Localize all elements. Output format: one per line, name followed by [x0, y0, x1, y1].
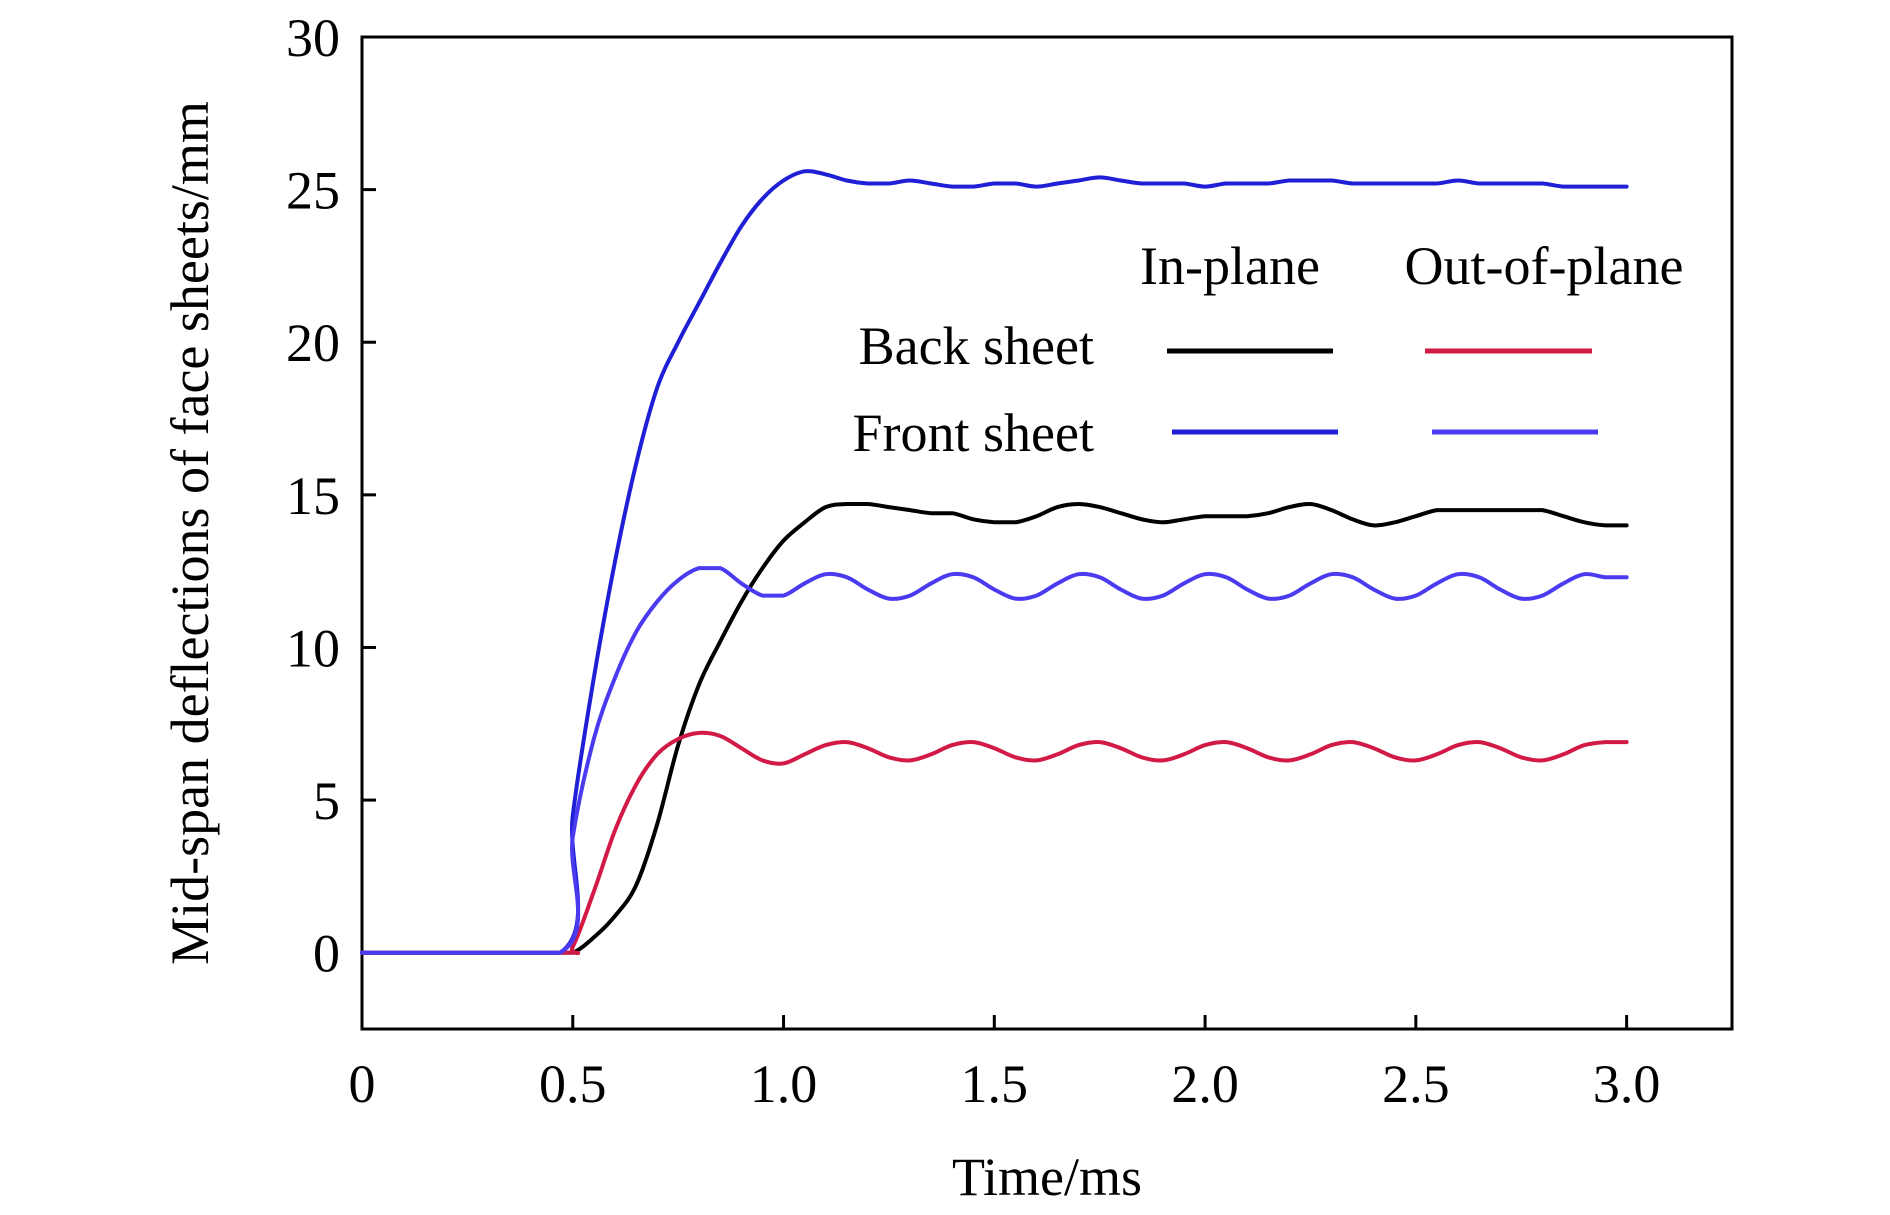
- y-tick-label: 5: [313, 771, 340, 831]
- series-line-1: [360, 169, 1629, 955]
- series-layer: [360, 169, 1629, 956]
- x-tick-label: 0: [349, 1054, 376, 1114]
- x-tick-label: 1.5: [961, 1054, 1029, 1114]
- x-tick-label: 3.0: [1593, 1054, 1661, 1114]
- x-tick-label: 2.0: [1171, 1054, 1239, 1114]
- y-tick-label: 10: [286, 618, 340, 678]
- legend-row-front-sheet: Front sheet: [853, 403, 1094, 463]
- axis-ticks: [360, 35, 1629, 1029]
- x-tick-label: 1.0: [750, 1054, 818, 1114]
- y-tick-label: 20: [286, 313, 340, 373]
- x-axis-label: Time/ms: [952, 1147, 1142, 1207]
- series-line-0: [360, 501, 1629, 955]
- x-tick-label: 2.5: [1382, 1054, 1450, 1114]
- plot-frame: [360, 35, 1734, 1031]
- y-tick-label: 25: [286, 161, 340, 221]
- series-line-2: [360, 730, 1629, 956]
- y-tick-label: 30: [286, 8, 340, 68]
- legend-row-back-sheet: Back sheet: [859, 316, 1094, 376]
- y-tick-label: 15: [286, 466, 340, 526]
- y-tick-label: 0: [313, 924, 340, 984]
- legend: In-plane Out-of-plane Back sheet Front s…: [853, 236, 1684, 463]
- legend-header-out-of-plane: Out-of-plane: [1405, 236, 1684, 296]
- series-line-3: [360, 566, 1629, 955]
- legend-header-in-plane: In-plane: [1140, 236, 1320, 296]
- y-axis-label: Mid-span deflections of face sheets/mm: [160, 101, 220, 965]
- x-tick-label: 0.5: [539, 1054, 607, 1114]
- tick-labels: 0 0.5 1.0 1.5 2.0 2.5 3.0 0 5 10 15 20 25 30: [286, 8, 1660, 1114]
